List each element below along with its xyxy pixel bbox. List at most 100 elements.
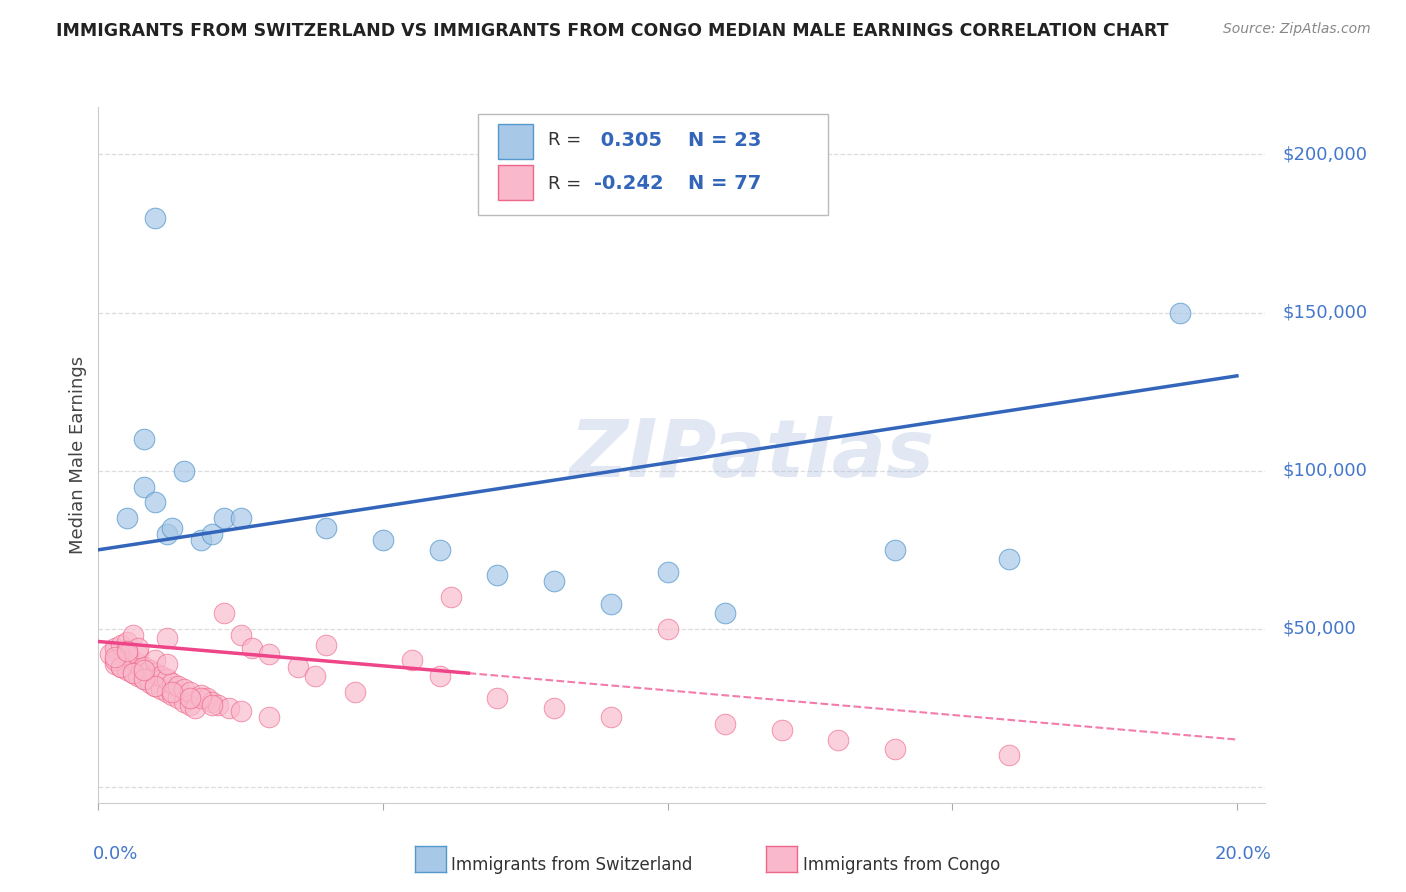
Point bbox=[115, 511, 138, 525]
Text: $200,000: $200,000 bbox=[1282, 145, 1368, 163]
Point bbox=[132, 673, 155, 687]
Text: $50,000: $50,000 bbox=[1282, 620, 1357, 638]
Point bbox=[150, 681, 173, 696]
Text: R =: R = bbox=[548, 131, 586, 150]
Point bbox=[212, 606, 235, 620]
Point bbox=[315, 638, 337, 652]
Point bbox=[132, 479, 155, 493]
Point bbox=[115, 644, 138, 658]
Point bbox=[770, 723, 793, 737]
Text: 0.0%: 0.0% bbox=[93, 845, 138, 863]
Point bbox=[143, 679, 166, 693]
Point bbox=[218, 701, 240, 715]
Text: N = 77: N = 77 bbox=[688, 174, 761, 193]
Point bbox=[315, 521, 337, 535]
Point bbox=[162, 688, 184, 702]
Point bbox=[104, 650, 127, 665]
Text: ZIPatlas: ZIPatlas bbox=[569, 416, 935, 494]
Point bbox=[229, 511, 252, 525]
Point bbox=[401, 653, 423, 667]
Text: IMMIGRANTS FROM SWITZERLAND VS IMMIGRANTS FROM CONGO MEDIAN MALE EARNINGS CORREL: IMMIGRANTS FROM SWITZERLAND VS IMMIGRANT… bbox=[56, 22, 1168, 40]
Point bbox=[179, 698, 201, 712]
Point bbox=[115, 644, 138, 658]
Point bbox=[127, 647, 149, 661]
Point bbox=[179, 691, 201, 706]
Point bbox=[121, 666, 143, 681]
Point bbox=[229, 704, 252, 718]
Text: -0.242: -0.242 bbox=[595, 174, 664, 193]
Point bbox=[115, 634, 138, 648]
Point bbox=[485, 691, 508, 706]
Point bbox=[201, 698, 224, 712]
Point bbox=[173, 464, 195, 478]
Text: $150,000: $150,000 bbox=[1282, 303, 1368, 322]
Point bbox=[156, 657, 179, 671]
Point bbox=[173, 681, 195, 696]
Point bbox=[543, 574, 565, 589]
Point bbox=[201, 695, 224, 709]
Point bbox=[240, 640, 263, 655]
Point bbox=[156, 685, 179, 699]
Point bbox=[179, 685, 201, 699]
Point bbox=[343, 685, 366, 699]
Point bbox=[167, 679, 190, 693]
Point bbox=[884, 742, 907, 756]
Point bbox=[195, 691, 218, 706]
Point bbox=[132, 660, 155, 674]
Point bbox=[998, 748, 1021, 763]
Point bbox=[190, 691, 212, 706]
Point bbox=[127, 669, 149, 683]
Point bbox=[121, 666, 143, 681]
Point bbox=[110, 660, 132, 674]
Point bbox=[162, 675, 184, 690]
Point bbox=[440, 591, 463, 605]
Point bbox=[485, 568, 508, 582]
Bar bbox=[498, 124, 533, 159]
Point bbox=[121, 628, 143, 642]
Point bbox=[599, 710, 621, 724]
Point bbox=[429, 669, 451, 683]
Point bbox=[156, 527, 179, 541]
Point bbox=[599, 597, 621, 611]
Point bbox=[207, 698, 229, 712]
Point bbox=[162, 685, 184, 699]
Point bbox=[657, 565, 679, 579]
Bar bbox=[498, 165, 533, 200]
Point bbox=[304, 669, 326, 683]
Point bbox=[543, 701, 565, 715]
Point bbox=[167, 691, 190, 706]
Point bbox=[143, 653, 166, 667]
FancyBboxPatch shape bbox=[478, 114, 828, 215]
Point bbox=[190, 688, 212, 702]
Text: Source: ZipAtlas.com: Source: ZipAtlas.com bbox=[1223, 22, 1371, 37]
Point bbox=[104, 640, 127, 655]
Point bbox=[143, 495, 166, 509]
Point bbox=[212, 511, 235, 525]
Point bbox=[884, 542, 907, 557]
Point bbox=[110, 660, 132, 674]
Point bbox=[115, 663, 138, 677]
Point bbox=[190, 533, 212, 548]
Point bbox=[657, 622, 679, 636]
Point bbox=[184, 701, 207, 715]
Point bbox=[827, 732, 849, 747]
Text: 0.305: 0.305 bbox=[595, 131, 662, 150]
Point bbox=[104, 657, 127, 671]
Point bbox=[143, 666, 166, 681]
Point bbox=[998, 552, 1021, 566]
Text: 20.0%: 20.0% bbox=[1215, 845, 1271, 863]
Point bbox=[143, 211, 166, 225]
Point bbox=[156, 673, 179, 687]
Point bbox=[121, 653, 143, 667]
Point bbox=[156, 632, 179, 646]
Point bbox=[713, 716, 735, 731]
Point bbox=[138, 663, 160, 677]
Point bbox=[229, 628, 252, 642]
Point bbox=[371, 533, 394, 548]
Point bbox=[132, 673, 155, 687]
Point bbox=[162, 521, 184, 535]
Point bbox=[98, 647, 121, 661]
Point bbox=[127, 640, 149, 655]
Point bbox=[115, 647, 138, 661]
Text: Immigrants from Switzerland: Immigrants from Switzerland bbox=[451, 856, 693, 874]
